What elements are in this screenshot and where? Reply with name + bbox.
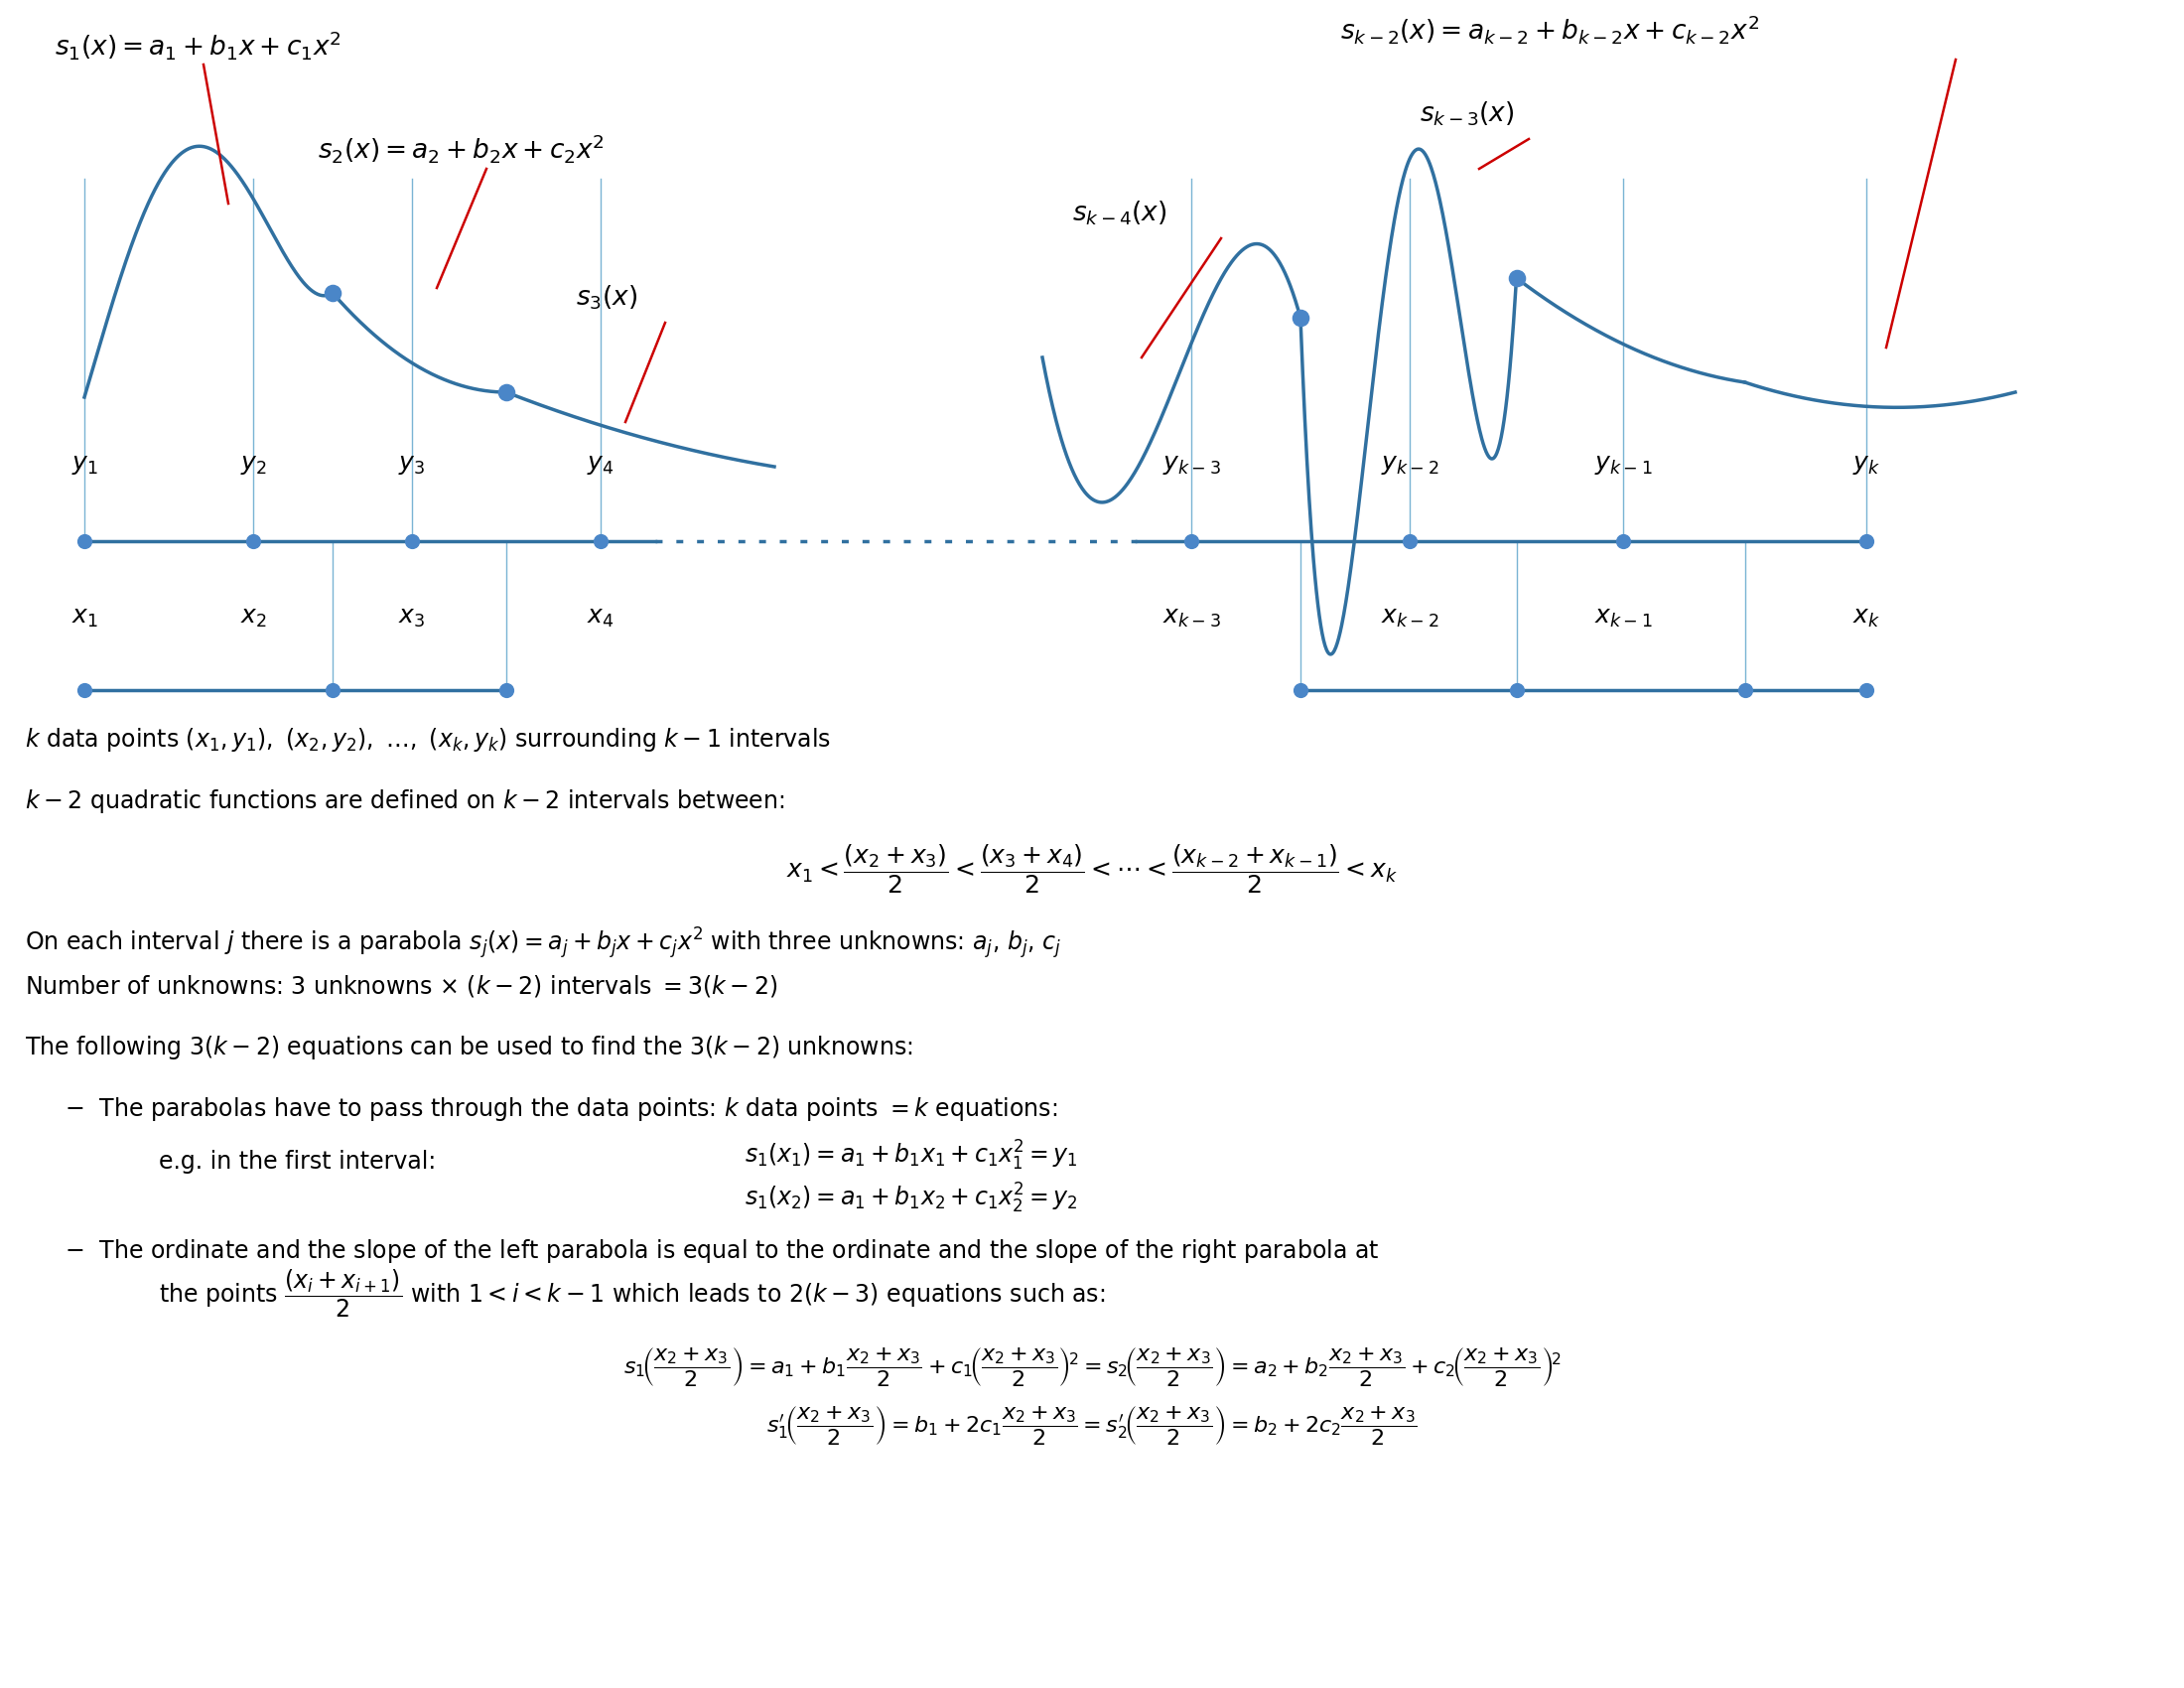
Point [395, 528, 430, 555]
Point [1498, 265, 1533, 292]
Point [1282, 677, 1317, 704]
Point [1850, 677, 1885, 704]
Text: $k - 2$ quadratic functions are defined on $k - 2$ intervals between:: $k - 2$ quadratic functions are defined … [24, 787, 784, 815]
Text: $s_{k-3}(x)$: $s_{k-3}(x)$ [1420, 100, 1514, 128]
Point [1282, 304, 1317, 331]
Point [68, 528, 103, 555]
Text: $y_k$: $y_k$ [1852, 452, 1880, 476]
Text: $s_1(x_2) = a_1 + b_1 x_2 + c_1 x_2^2 = y_2$: $s_1(x_2) = a_1 + b_1 x_2 + c_1 x_2^2 = … [745, 1182, 1079, 1215]
Text: $x_1 < \dfrac{(x_2 + x_3)}{2} < \dfrac{(x_3 + x_4)}{2} < \cdots < \dfrac{(x_{k-2: $x_1 < \dfrac{(x_2 + x_3)}{2} < \dfrac{(… [786, 842, 1398, 895]
Text: $k$ data points $(x_1, y_1),\ (x_2, y_2),\ \ldots,\ (x_k, y_k)$ surrounding $k -: $k$ data points $(x_1, y_1),\ (x_2, y_2)… [24, 726, 832, 753]
Text: $-$  The parabolas have to pass through the data points: $k$ data points $= k$ e: $-$ The parabolas have to pass through t… [66, 1096, 1057, 1123]
Text: $x_3$: $x_3$ [397, 606, 426, 630]
Point [489, 677, 524, 704]
Point [1728, 677, 1762, 704]
Text: $s_2(x) = a_2 + b_2 x + c_2 x^2$: $s_2(x) = a_2 + b_2 x + c_2 x^2$ [317, 133, 605, 165]
Point [1391, 528, 1426, 555]
Text: e.g. in the first interval:: e.g. in the first interval: [159, 1150, 437, 1173]
Point [1850, 528, 1885, 555]
Text: $y_2$: $y_2$ [240, 452, 266, 476]
Text: On each interval $j$ there is a parabola $s_j(x) = a_j + b_j x + c_j x^2$ with t: On each interval $j$ there is a parabola… [24, 925, 1061, 960]
Point [1605, 528, 1640, 555]
Text: $y_1$: $y_1$ [72, 452, 98, 476]
Point [236, 528, 271, 555]
Text: Number of unknowns: 3 unknowns $\times$ $(k - 2)$ intervals $= 3(k - 2)$: Number of unknowns: 3 unknowns $\times$ … [24, 972, 778, 999]
Text: $x_1$: $x_1$ [72, 606, 98, 630]
Point [68, 677, 103, 704]
Text: $y_3$: $y_3$ [397, 452, 426, 476]
Text: $x_{k-1}$: $x_{k-1}$ [1594, 606, 1651, 630]
Point [489, 378, 524, 405]
Text: $s_{k-4}(x)$: $s_{k-4}(x)$ [1072, 199, 1166, 228]
Text: $x_2$: $x_2$ [240, 606, 266, 630]
Text: The following $3(k-2)$ equations can be used to find the $3(k-2)$ unknowns:: The following $3(k-2)$ equations can be … [24, 1033, 913, 1062]
Text: $y_{k-1}$: $y_{k-1}$ [1594, 452, 1651, 476]
Text: $x_{k-2}$: $x_{k-2}$ [1380, 606, 1439, 630]
Point [583, 528, 618, 555]
Text: $s_{k-2}(x) = a_{k-2} + b_{k-2} x + c_{k-2} x^2$: $s_{k-2}(x) = a_{k-2} + b_{k-2} x + c_{k… [1341, 14, 1760, 46]
Point [1498, 677, 1533, 704]
Text: $s_1(x_1) = a_1 + b_1 x_1 + c_1 x_1^2 = y_1$: $s_1(x_1) = a_1 + b_1 x_1 + c_1 x_1^2 = … [745, 1138, 1079, 1171]
Text: $x_k$: $x_k$ [1852, 606, 1880, 630]
Text: $x_{k-3}$: $x_{k-3}$ [1162, 606, 1221, 630]
Point [314, 677, 349, 704]
Text: $s_3(x)$: $s_3(x)$ [577, 284, 638, 312]
Text: $s_1'\!\left(\dfrac{x_2+x_3}{2}\right) = b_1 + 2c_1\dfrac{x_2+x_3}{2} = s_2'\!\l: $s_1'\!\left(\dfrac{x_2+x_3}{2}\right) =… [767, 1404, 1417, 1448]
Text: $y_4$: $y_4$ [587, 452, 614, 476]
Point [1173, 528, 1208, 555]
Text: $-$  The ordinate and the slope of the left parabola is equal to the ordinate an: $-$ The ordinate and the slope of the le… [66, 1237, 1378, 1264]
Text: the points $\dfrac{(x_i + x_{i+1})}{2}$ with $1 < i < k - 1$ which leads to $2(k: the points $\dfrac{(x_i + x_{i+1})}{2}$ … [159, 1268, 1105, 1320]
Text: $y_{k-2}$: $y_{k-2}$ [1380, 452, 1439, 476]
Point [314, 280, 349, 307]
Text: $y_{k-3}$: $y_{k-3}$ [1162, 452, 1221, 476]
Text: $s_1(x) = a_1 + b_1 x + c_1 x^2$: $s_1(x) = a_1 + b_1 x + c_1 x^2$ [55, 29, 341, 61]
Text: $x_4$: $x_4$ [587, 606, 614, 630]
Text: $s_1\!\left(\dfrac{x_2+x_3}{2}\right) = a_1 + b_1\dfrac{x_2+x_3}{2} + c_1\!\left: $s_1\!\left(\dfrac{x_2+x_3}{2}\right) = … [622, 1345, 1562, 1389]
